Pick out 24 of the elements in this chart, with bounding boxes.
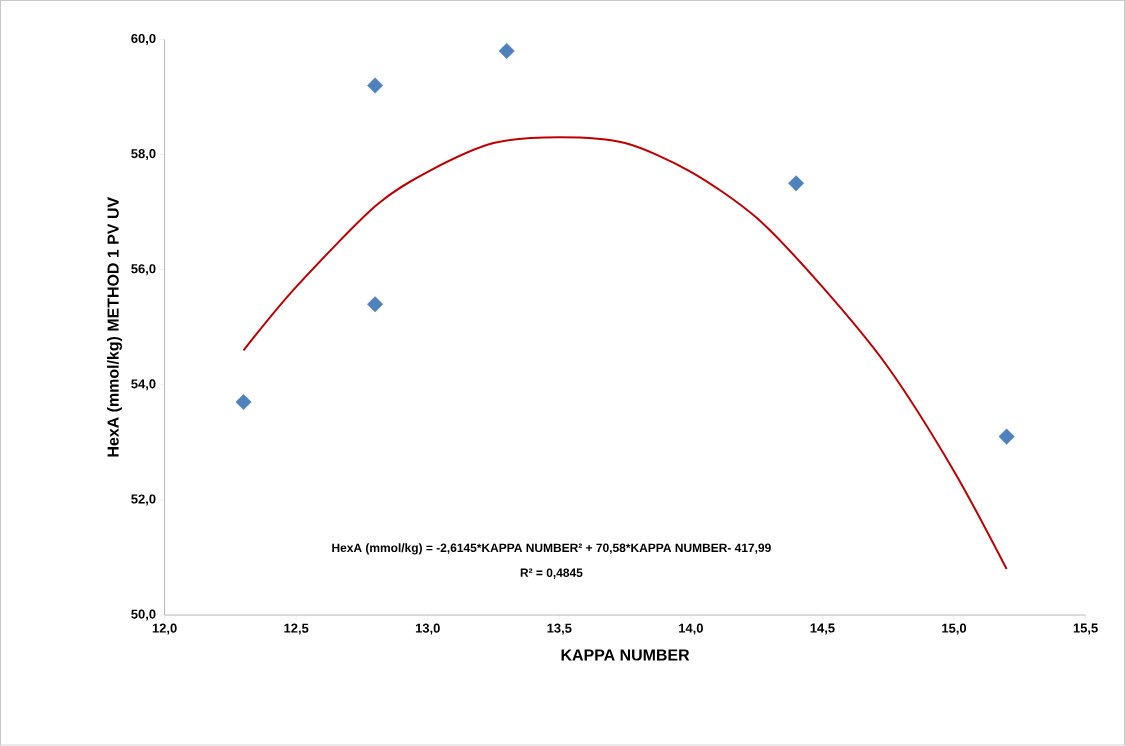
x-tick-label: 15,5 [1073,623,1098,635]
y-tick-label: 52,0 [131,494,156,506]
y-tick-label: 60,0 [131,34,156,46]
y-tick-label: 50,0 [131,609,156,621]
annotation: HexA (mmol/kg) = -2,6145*KAPPA NUMBER² + 70,58*KAPPA NUMBER- 417,99 [332,543,771,555]
point [235,394,252,411]
point [788,175,805,192]
x-axis-title: KAPPA NUMBER [561,649,690,661]
y-tick-label: 54,0 [131,379,156,391]
y-tick-label: 58,0 [131,149,156,161]
annotation: R² = 0,4845 [520,568,583,579]
y-axis-title: HexA (mmol/kg) METHOD 1 PV UV [107,197,122,457]
x-tick-label: 12,0 [152,623,177,635]
point [998,428,1015,445]
x-tick-label: 14,0 [679,623,703,635]
x-tick-label: 13,0 [415,623,440,635]
x-tick-label: 15,0 [942,623,967,635]
y-tick-label: 56,0 [131,264,156,276]
point [498,43,515,60]
x-tick-label: 14,5 [810,623,835,635]
x-tick-label: 12,5 [284,623,309,635]
x-tick-label: 13,5 [547,623,572,635]
point [367,77,384,94]
point [367,296,384,313]
